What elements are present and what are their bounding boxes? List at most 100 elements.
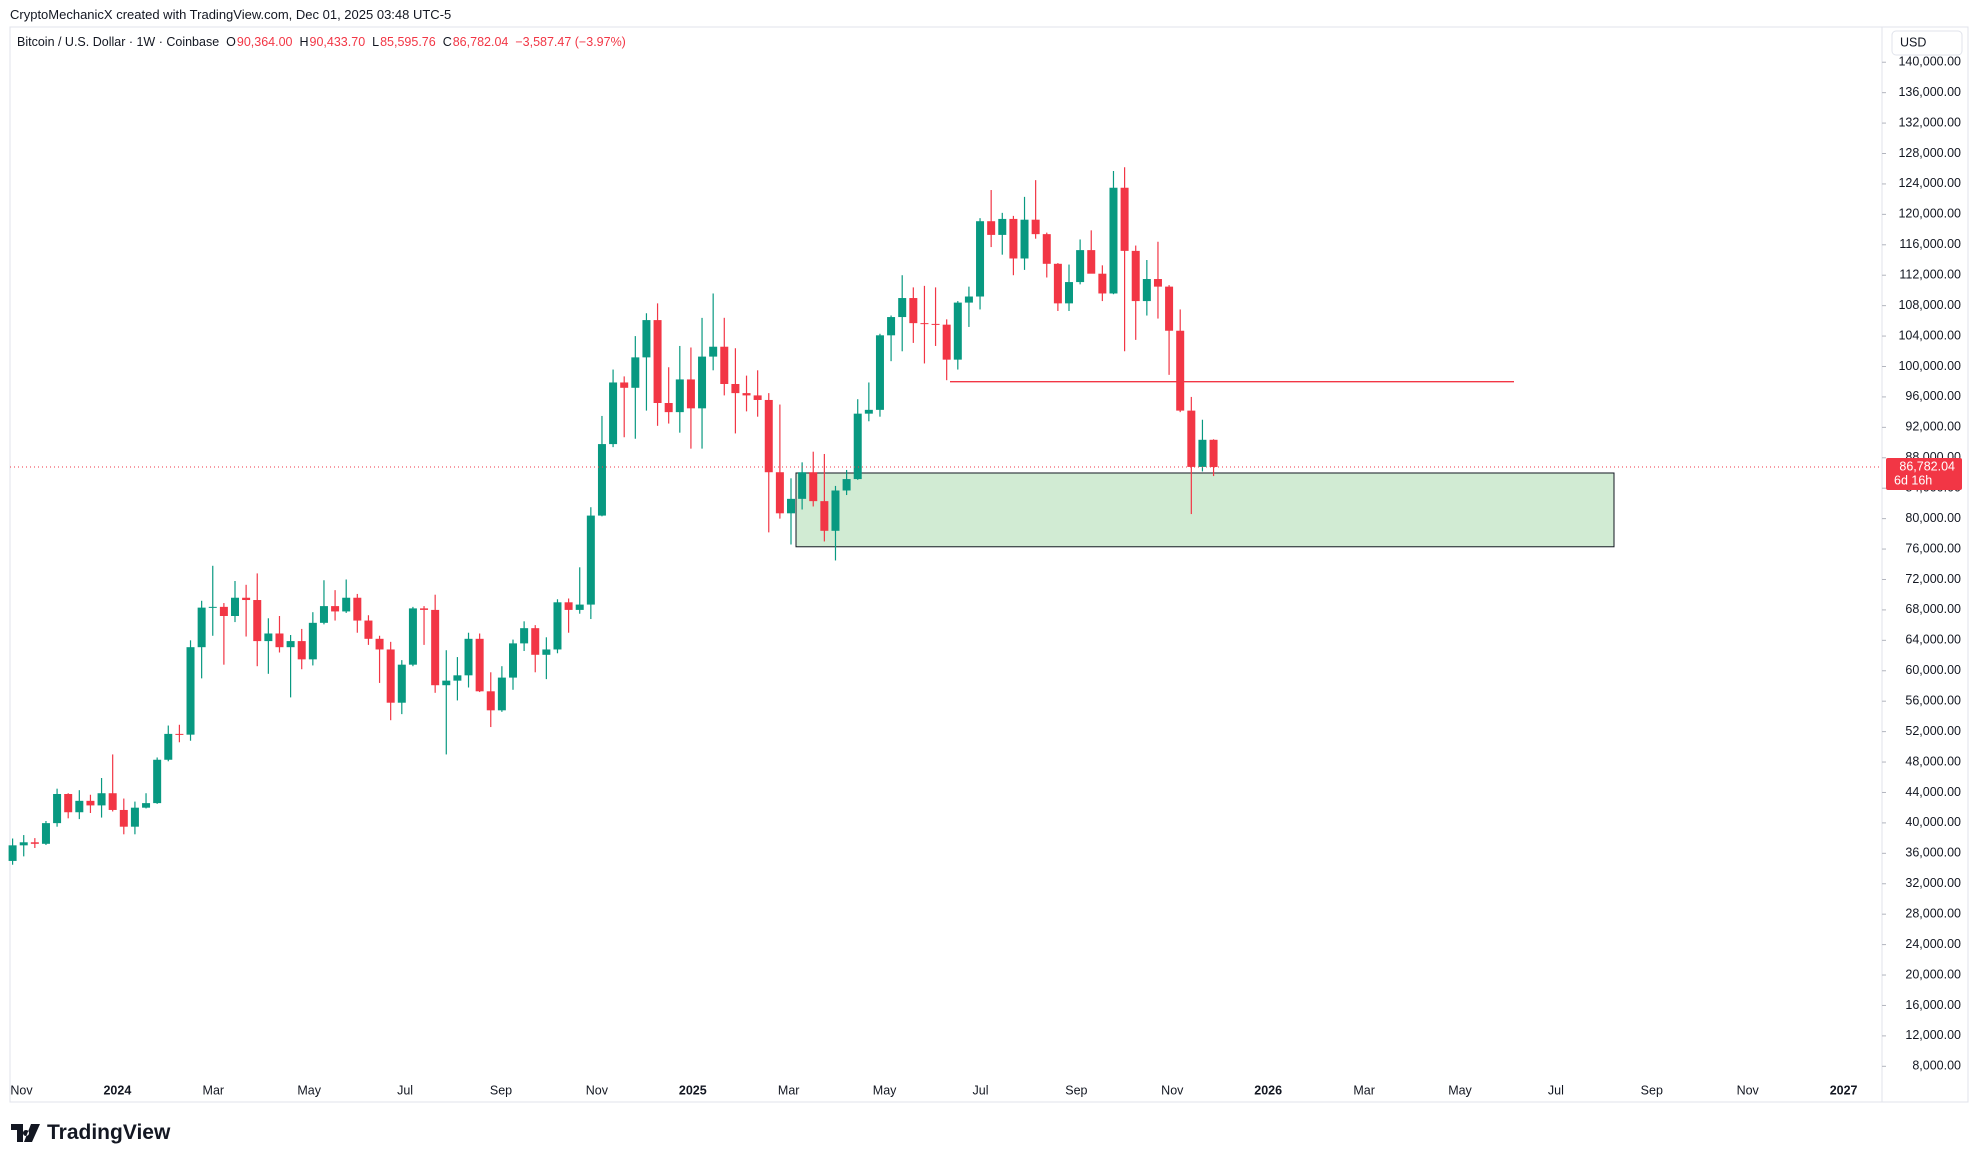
y-tick-label: 16,000.00	[1905, 998, 1961, 1012]
candle-body	[1153, 279, 1162, 287]
candle-body	[597, 444, 606, 516]
ohlc-value: 90,433.70	[309, 35, 366, 49]
y-tick-label: 132,000.00	[1898, 115, 1961, 129]
candle-body	[119, 809, 128, 827]
candle-body	[442, 680, 451, 686]
ohlc-key: C	[442, 35, 452, 49]
y-tick-label: 72,000.00	[1905, 572, 1961, 586]
candle-body	[353, 597, 362, 621]
y-tick-label: 8,000.00	[1912, 1059, 1961, 1073]
attribution: CryptoMechanicX created with TradingView…	[10, 7, 452, 22]
y-tick-label: 100,000.00	[1898, 359, 1961, 373]
candle-body	[709, 346, 718, 357]
candle-body	[620, 382, 629, 388]
ohlc-item: C86,782.04	[443, 35, 509, 49]
y-tick-label: 92,000.00	[1905, 420, 1961, 434]
candle-body	[1176, 330, 1185, 411]
ohlc-value: 86,782.04	[452, 35, 509, 49]
x-tick-label: Mar	[778, 1083, 800, 1097]
candle-body	[1198, 439, 1207, 467]
candle-body	[397, 664, 406, 703]
candle-body	[820, 501, 829, 531]
brand-name: TradingView	[47, 1121, 171, 1144]
candle-body	[231, 597, 239, 616]
candle-body	[142, 803, 151, 808]
last-price-label: 86,782.04	[1899, 459, 1955, 473]
candle-body	[1109, 187, 1118, 294]
candle-body	[831, 490, 840, 531]
y-tick-label: 80,000.00	[1905, 511, 1961, 525]
zone	[795, 472, 1615, 548]
candle-body	[219, 606, 228, 616]
candle-body	[998, 218, 1007, 235]
candle-body	[386, 649, 395, 703]
ohlc-key: L	[372, 35, 380, 49]
y-tick-label: 24,000.00	[1905, 937, 1961, 951]
candle-body	[798, 472, 807, 499]
x-tick-label: Sep	[490, 1083, 512, 1097]
chart-frame	[9, 26, 1969, 1103]
y-tick-label: 40,000.00	[1905, 815, 1961, 829]
last-price-tag	[1886, 458, 1962, 491]
y-tick-label: 32,000.00	[1905, 876, 1961, 890]
x-tick-label: 2026	[1254, 1083, 1282, 1097]
candle-body	[453, 675, 462, 681]
candle-body	[1076, 250, 1085, 283]
candle-body	[75, 800, 84, 813]
x-tick-label: May	[873, 1083, 897, 1097]
candle-body	[509, 643, 517, 678]
candle-body	[8, 845, 17, 861]
candle-body	[775, 472, 784, 514]
ohlc-item: O90,364.00	[226, 35, 292, 49]
x-tick-label: Mar	[203, 1083, 225, 1097]
candle-body	[1187, 410, 1196, 467]
candle-body	[331, 606, 340, 612]
y-tick-label: 12,000.00	[1905, 1028, 1961, 1042]
legend: Bitcoin / U.S. Dollar · 1W · Coinbase O9…	[17, 35, 626, 49]
candle-body	[19, 842, 28, 846]
candle-body	[1209, 439, 1218, 468]
candle-body	[130, 807, 139, 827]
candle-body	[698, 356, 707, 409]
y-tick-label: 104,000.00	[1898, 328, 1961, 342]
candle-body	[942, 324, 951, 360]
y-tick-label: 36,000.00	[1905, 846, 1961, 860]
x-tick-label: Jul	[973, 1083, 989, 1097]
candle-body	[909, 298, 918, 324]
y-tick-label: 28,000.00	[1905, 906, 1961, 920]
candle-body	[420, 608, 429, 610]
candle-body	[920, 323, 929, 325]
y-tick-label: 56,000.00	[1905, 693, 1961, 707]
y-tick-label: 128,000.00	[1898, 146, 1961, 160]
candle-body	[264, 633, 273, 642]
candle-body	[64, 793, 73, 813]
candle-body	[1042, 234, 1051, 264]
candle-body	[41, 823, 50, 844]
candle-body	[753, 395, 762, 400]
candle-body	[1120, 187, 1129, 251]
candle-body	[964, 296, 973, 303]
candle-body	[664, 403, 673, 413]
candle-body	[987, 221, 996, 235]
countdown: 6d 16h	[1894, 473, 1932, 487]
candle-body	[1031, 219, 1040, 235]
candle-body	[853, 413, 862, 480]
ohlc: O90,364.00 H90,433.70 L85,595.76 C86,782.04	[226, 35, 508, 49]
candle-body	[297, 641, 306, 660]
candle-body	[976, 221, 985, 297]
candle-body	[742, 393, 751, 396]
y-tick-label: 44,000.00	[1905, 785, 1961, 799]
candle-body	[375, 638, 384, 650]
candle-body	[153, 759, 162, 804]
ohlc-item: L85,595.76	[372, 35, 436, 49]
x-tick-label: May	[297, 1083, 321, 1097]
y-tick-label: 68,000.00	[1905, 602, 1961, 616]
x-tick-label: 2027	[1830, 1083, 1858, 1097]
candle-body	[53, 793, 62, 824]
candle-body	[675, 379, 684, 413]
candle-body	[731, 383, 740, 394]
x-tick-label: 2025	[679, 1083, 707, 1097]
candle-body	[30, 842, 39, 844]
y-tick-label: 116,000.00	[1899, 237, 1961, 251]
x-tick-label: Nov	[10, 1083, 33, 1097]
